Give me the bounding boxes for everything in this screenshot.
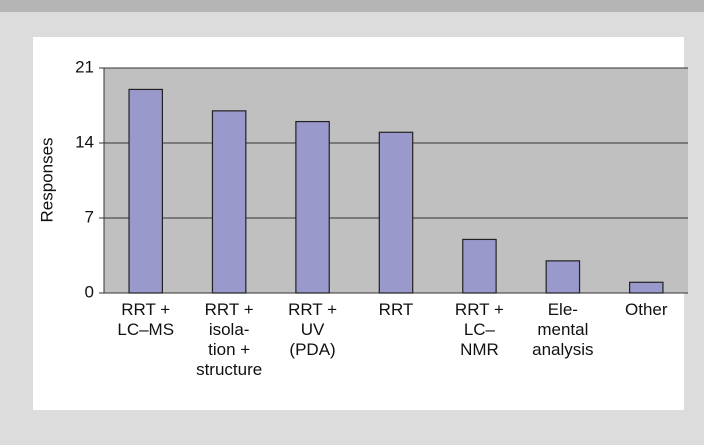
top-bar [0, 0, 704, 12]
x-tick-label: RRT + isola- tion + structure [196, 300, 263, 379]
bar [462, 238, 497, 294]
x-tick-label: RRT [378, 300, 414, 319]
x-tick-label: Other [625, 300, 668, 319]
bar [545, 260, 581, 294]
x-tick-label: RRT + UV (PDA) [288, 300, 338, 359]
bar [628, 281, 664, 294]
bar [128, 88, 163, 294]
y-tick-label: 14 [75, 132, 94, 151]
bar [295, 120, 330, 294]
y-tick-label: 7 [85, 207, 94, 226]
x-tick-label: RRT + LC– NMR [454, 300, 504, 359]
y-axis-label: Responses [37, 137, 56, 222]
y-tick-label: 21 [75, 57, 94, 76]
x-tick-label: Ele- mental analysis [532, 300, 594, 359]
bar [378, 131, 414, 294]
x-tick-label: RRT + LC–MS [117, 300, 175, 339]
bar [211, 110, 247, 294]
y-tick-label: 0 [85, 282, 94, 301]
